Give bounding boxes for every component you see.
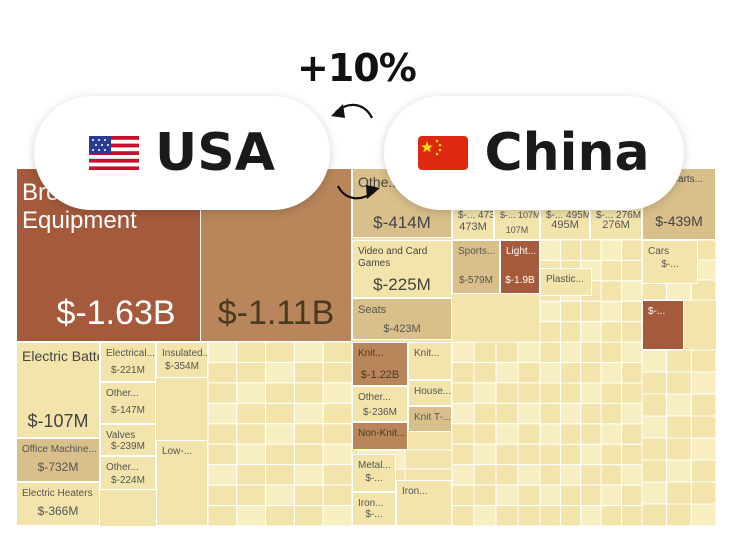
cell-value: $-1.9B: [505, 275, 535, 286]
treemap-cell[interactable]: $-... 107M 107M: [494, 204, 540, 240]
cell-label: Non-Knit...: [358, 428, 406, 439]
china-flag-icon: [418, 136, 469, 170]
cell-value: $-354M: [165, 361, 199, 372]
cell-label: Knit...: [414, 348, 440, 359]
cell-value: $-...: [365, 473, 383, 484]
treemap-cell[interactable]: Other... $-236M: [352, 386, 408, 422]
cell-value: $-225M: [373, 275, 431, 294]
cell-value: $-423M: [383, 323, 421, 335]
treemap-cell[interactable]: Electric Batteries $-107M: [16, 342, 100, 438]
cell-value: 495M: [551, 219, 579, 231]
cell-value: 473M: [459, 221, 487, 233]
treemap-cell[interactable]: Low-...: [156, 440, 208, 526]
treemap-cell[interactable]: House...: [408, 380, 452, 406]
treemap-cell[interactable]: $-...: [642, 300, 684, 350]
cell-label: Cars: [648, 246, 670, 257]
cell-value: $-732M: [37, 460, 79, 474]
cell-value: $-147M: [111, 405, 145, 416]
cell-value: $-236M: [363, 407, 397, 418]
cell-label: $-... 495M: [546, 210, 590, 221]
treemap-cell[interactable]: Metal... $-...: [352, 454, 396, 492]
cell-label: Electric Heaters: [22, 488, 93, 499]
treemap-cell[interactable]: Knit... $-1.22B: [352, 342, 408, 386]
cell-label: Electric Batteries: [22, 348, 99, 364]
cell-label: $-... 276M: [596, 210, 642, 221]
treemap-cell[interactable]: Electric Heaters $-366M: [16, 482, 100, 526]
cell-label: Iron...: [402, 486, 428, 497]
cell-label: Knit T-...: [414, 412, 452, 423]
cell-label: Seats: [358, 304, 387, 316]
arrow-down-head-icon: [366, 185, 380, 199]
cell-label: Plastic...: [546, 274, 584, 285]
treemap-cell[interactable]: Plastic...: [540, 268, 592, 296]
cell-value: $-439M: [655, 213, 703, 229]
cell-label: $-... 473M: [458, 210, 493, 221]
cell-value: $-221M: [111, 365, 145, 376]
cell-value: $-...: [661, 259, 679, 270]
treemap-cell[interactable]: Other... $-224M: [100, 456, 156, 490]
cell-label: Iron...: [358, 498, 384, 509]
cell-value: 276M: [602, 219, 630, 231]
treemap-cell[interactable]: Knit...: [408, 342, 452, 380]
treemap-cell[interactable]: Non-Knit...: [352, 422, 408, 450]
cell-label: $-...: [648, 306, 666, 317]
treemap-cell[interactable]: Light... $-1.9B: [500, 240, 540, 294]
cell-label: Metal...: [358, 460, 391, 471]
treemap-cell[interactable]: $-... 473M473M: [452, 204, 494, 240]
cell-value: $-...: [365, 509, 383, 520]
cell-label: Electrical...: [106, 348, 155, 359]
treemap-cell[interactable]: Electrical... $-221M: [100, 342, 156, 382]
treemap-cell[interactable]: Iron... $-...: [352, 492, 396, 526]
cell-value: 107M: [505, 225, 529, 235]
china-label: China: [484, 123, 650, 183]
treemap-cell[interactable]: Office Machine... $-732M: [16, 438, 100, 482]
cell-label: Knit...: [358, 348, 384, 359]
treemap-cell[interactable]: Sports... $-579M: [452, 240, 500, 294]
cell-label: Sports...: [458, 246, 496, 257]
cell-label: House...: [414, 386, 452, 397]
treemap-cell[interactable]: $-... 276M 276M: [590, 204, 642, 240]
cell-value: $-107M: [27, 411, 89, 431]
cell-label: Light...: [506, 246, 537, 257]
cell-label: Video and Card Games: [358, 246, 428, 269]
cell-value: $-239M: [111, 441, 145, 452]
cell-label: Other...: [358, 392, 391, 403]
cell-label: Office Machine...: [22, 444, 97, 455]
cell-label: $-... 107M: [500, 210, 540, 220]
china-pill: China: [384, 96, 684, 210]
arrow-up-head-icon: [331, 104, 345, 118]
usa-flag-icon: [89, 136, 140, 170]
cell-value: $-1.11B: [217, 294, 335, 332]
cell-label: Insulated...: [162, 348, 208, 359]
treemap-cell[interactable]: Video and Card Games $-225M: [352, 240, 452, 298]
treemap-cell[interactable]: Valves $-239M: [100, 424, 156, 456]
change-percentage: +10%: [297, 46, 417, 90]
cell-label: Other...: [106, 388, 139, 399]
cell-value: $-579M: [459, 275, 493, 286]
treemap-cell[interactable]: Seats $-423M: [352, 298, 452, 340]
cell-label: Other...: [106, 462, 139, 473]
treemap-cell[interactable]: Knit T-...: [408, 406, 452, 432]
treemap-cell[interactable]: Iron...: [396, 480, 452, 526]
usa-label: USA: [155, 123, 275, 183]
cell-value: $-224M: [111, 475, 145, 486]
treemap-cell[interactable]: Cars $-...: [642, 240, 698, 284]
usa-pill: USA: [34, 96, 330, 210]
cell-value: $-414M: [373, 213, 431, 232]
filler-tile: [690, 503, 717, 527]
cell-value: $-366M: [37, 504, 79, 518]
treemap-cell[interactable]: Other... $-147M: [100, 382, 156, 424]
filler-tile: [690, 279, 717, 301]
cell-value: $-1.63B: [56, 294, 176, 332]
cell-label: Low-...: [162, 446, 193, 457]
cell-label: Valves: [106, 430, 136, 441]
cell-value: $-1.22B: [360, 369, 400, 381]
treemap-cell[interactable]: Insulated... $-354M: [156, 342, 208, 378]
